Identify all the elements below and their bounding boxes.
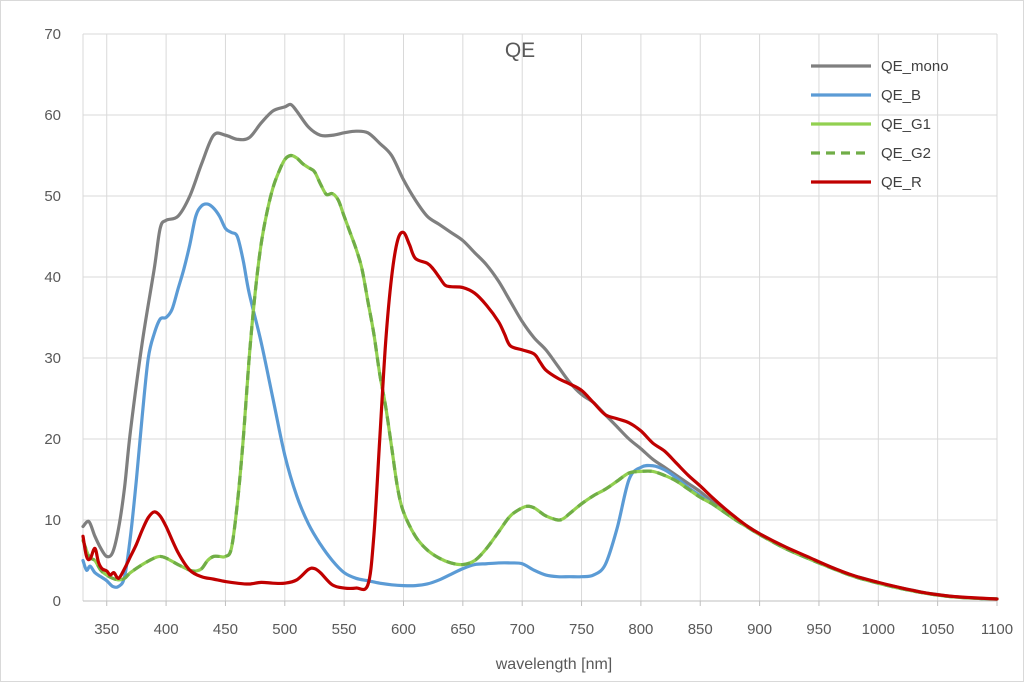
y-tick-label: 50 xyxy=(44,188,61,205)
x-tick-label: 500 xyxy=(272,621,297,638)
x-tick-label: 800 xyxy=(628,621,653,638)
legend-label: QE_R xyxy=(881,174,922,191)
legend-label: QE_G2 xyxy=(881,145,931,162)
legend: QE_mono QE_B QE_G1 QE_G2 QE_R xyxy=(811,58,949,191)
x-tick-label: 950 xyxy=(806,621,831,638)
series-line-qe-g1 xyxy=(81,153,999,601)
x-tick-label: 850 xyxy=(688,621,713,638)
legend-label: QE_mono xyxy=(881,58,949,75)
x-tick-label: 900 xyxy=(747,621,772,638)
y-tick-label: 40 xyxy=(44,269,61,286)
axes: 0 10 20 30 40 50 60 70 350 400 450 500 550 600 650 700 7… xyxy=(44,26,1013,638)
series-line-qe-r xyxy=(81,230,999,601)
y-tick-label: 70 xyxy=(44,26,61,43)
x-tick-label: 1000 xyxy=(862,621,895,638)
legend-label: QE_B xyxy=(881,87,921,104)
y-tick-label: 60 xyxy=(44,107,61,124)
x-tick-label: 350 xyxy=(94,621,119,638)
x-tick-label: 750 xyxy=(569,621,594,638)
x-tick-label: 400 xyxy=(154,621,179,638)
series-line-qe-mono xyxy=(81,102,999,601)
x-axis-title: wavelength [nm] xyxy=(495,656,613,673)
chart-title: QE xyxy=(505,39,535,62)
x-tick-label: 450 xyxy=(213,621,238,638)
gridlines xyxy=(82,33,998,602)
x-tick-label: 700 xyxy=(510,621,535,638)
x-tick-label: 550 xyxy=(332,621,357,638)
x-tick-label: 600 xyxy=(391,621,416,638)
series-lines xyxy=(81,102,999,601)
x-tick-label: 650 xyxy=(450,621,475,638)
x-tick-label: 1100 xyxy=(981,621,1013,638)
y-tick-label: 0 xyxy=(53,593,61,610)
y-tick-label: 10 xyxy=(44,512,61,529)
y-tick-label: 30 xyxy=(44,350,61,367)
x-tick-label: 1050 xyxy=(921,621,954,638)
y-tick-label: 20 xyxy=(44,431,61,448)
series-line-qe-g2 xyxy=(81,153,998,601)
series-line-qe-b xyxy=(81,202,999,601)
legend-label: QE_G1 xyxy=(881,116,931,133)
